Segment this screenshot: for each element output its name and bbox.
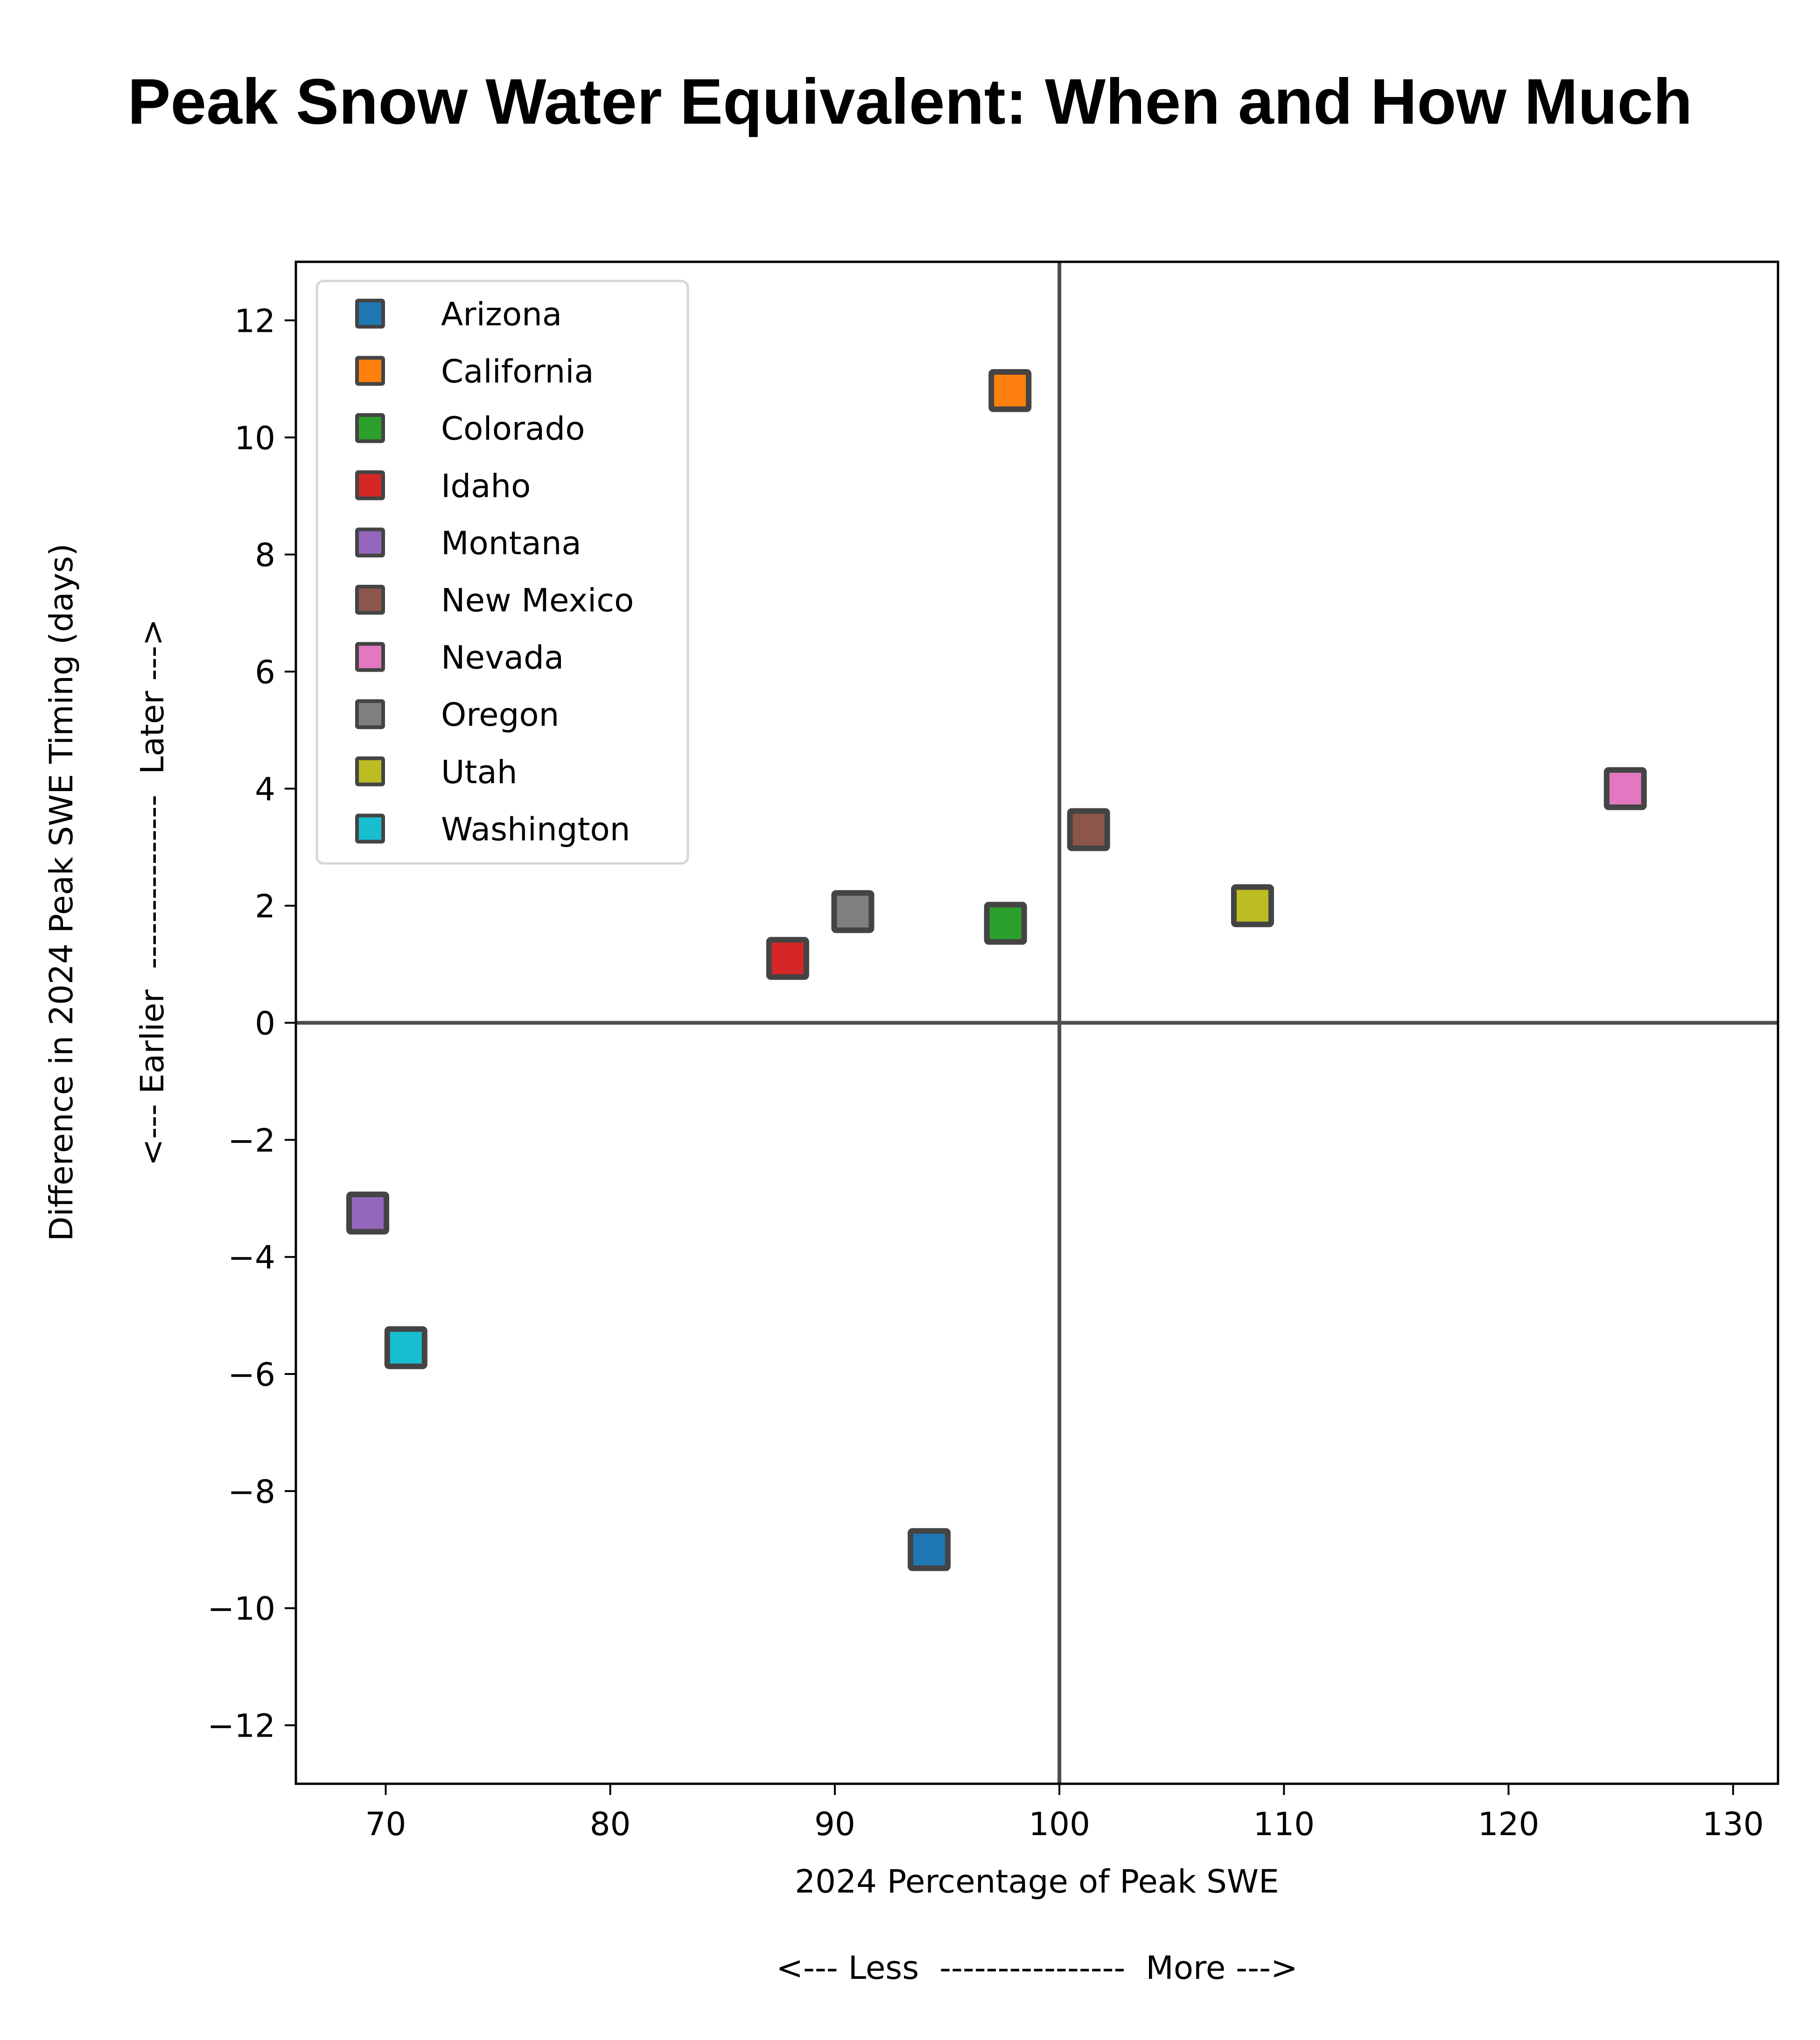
legend-marker-icon [355, 756, 385, 786]
legend: Arizona California Colorado Idaho Montana New… [315, 280, 689, 865]
legend-marker-icon [355, 527, 385, 558]
x-tick-label: 90 [814, 1806, 855, 1843]
y-tick-label: 0 [255, 1005, 275, 1043]
x-axis-annotation: <--- Less ---------------- More ---> [776, 1949, 1298, 1987]
y-tick-label: 6 [255, 654, 275, 691]
data-point-utah [1231, 884, 1274, 927]
legend-label: Oregon [441, 696, 559, 734]
y-tick-label: −2 [228, 1122, 275, 1159]
legend-label: Utah [441, 754, 518, 791]
legend-label: Nevada [441, 639, 564, 677]
legend-marker-icon [355, 699, 385, 729]
y-tick-label: −6 [228, 1356, 275, 1394]
legend-label: Montana [441, 525, 581, 562]
y-tick-label: 12 [234, 302, 275, 340]
x-tick-label: 80 [590, 1806, 631, 1843]
data-point-arizona [908, 1528, 951, 1571]
legend-marker-icon [355, 813, 385, 844]
x-tick-label: 70 [365, 1806, 406, 1843]
x-tick-label: 120 [1478, 1806, 1540, 1843]
data-point-california [988, 369, 1032, 412]
x-axis-label: 2024 Percentage of Peak SWE [795, 1863, 1279, 1900]
y-tick-label: −10 [207, 1591, 275, 1628]
legend-label: Arizona [441, 296, 562, 333]
legend-label: Washington [441, 811, 630, 848]
legend-label: New Mexico [441, 582, 634, 619]
legend-marker-icon [355, 470, 385, 500]
legend-marker-icon [355, 299, 385, 329]
data-point-colorado [984, 902, 1027, 945]
legend-label: Idaho [441, 468, 531, 505]
data-point-montana [346, 1192, 389, 1235]
legend-marker-icon [355, 642, 385, 672]
y-tick-label: −12 [207, 1708, 275, 1745]
legend-marker-icon [355, 413, 385, 443]
legend-label: California [441, 353, 594, 391]
y-tick-label: 8 [255, 537, 275, 574]
x-tick-label: 130 [1702, 1806, 1764, 1843]
y-axis-annotation: <--- Earlier --------------- Later ---> [134, 619, 171, 1166]
y-tick-label: 4 [255, 771, 275, 808]
reference-lines [296, 262, 1778, 1784]
chart-title: Peak Snow Water Equivalent: When and How… [127, 66, 1692, 138]
y-tick-label: −8 [228, 1473, 275, 1511]
data-point-oregon [831, 890, 875, 933]
data-point-idaho [766, 937, 809, 980]
legend-box [315, 280, 689, 865]
legend-marker-icon [355, 585, 385, 615]
legend-label: Colorado [441, 410, 585, 448]
x-axis-ticks: 70 80 90 100 110 120 130 [365, 1784, 1764, 1843]
x-tick-label: 110 [1253, 1806, 1315, 1843]
data-point-washington [384, 1326, 427, 1369]
data-point-nevada [1603, 767, 1647, 810]
x-tick-label: 100 [1029, 1806, 1090, 1843]
y-tick-label: 10 [234, 420, 275, 457]
y-tick-label: −4 [228, 1239, 275, 1276]
legend-marker-icon [355, 356, 385, 386]
y-axis-label: Difference in 2024 Peak SWE Timing (days… [43, 543, 80, 1241]
data-point-new-mexico [1067, 808, 1110, 851]
data-points [346, 369, 1647, 1571]
y-tick-label: 2 [255, 888, 275, 925]
y-axis-ticks: 12 10 8 6 4 2 0 −2 −4 −6 −8 −10 −12 [207, 302, 296, 1745]
